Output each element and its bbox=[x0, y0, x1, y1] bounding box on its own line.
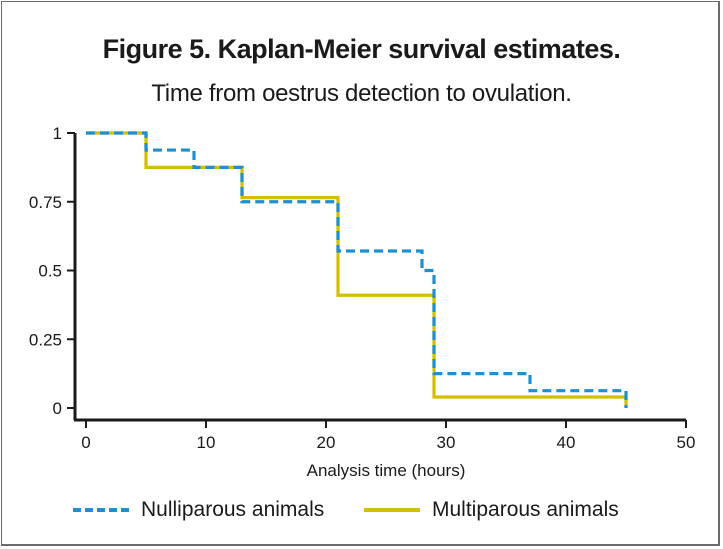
x-tick-label: 30 bbox=[437, 433, 456, 452]
y-tick-label: 0.5 bbox=[38, 262, 62, 281]
ticks-layer: 0 10 20 30 40 50 0 0.25 0.5 0.75 1 bbox=[29, 124, 696, 452]
x-tick-label: 20 bbox=[317, 433, 336, 452]
series-layer bbox=[86, 131, 628, 408]
y-tick-label: 0 bbox=[53, 399, 62, 418]
legend-label-nulliparous: Nulliparous animals bbox=[141, 498, 325, 521]
series-line-nulliparous bbox=[86, 131, 628, 408]
x-tick-label: 40 bbox=[557, 433, 576, 452]
x-axis-label: Analysis time (hours) bbox=[307, 461, 466, 480]
x-tick-label: 0 bbox=[81, 433, 90, 452]
legend-item-multiparous: Multiparous animals bbox=[364, 494, 619, 526]
series-line-multiparous bbox=[86, 131, 628, 408]
legend-label-multiparous: Multiparous animals bbox=[432, 498, 619, 521]
legend-swatch-nulliparous bbox=[73, 508, 129, 512]
y-tick-label: 0.25 bbox=[29, 330, 62, 349]
chart-title: Figure 5. Kaplan-Meier survival estimate… bbox=[102, 34, 621, 64]
legend-item-nulliparous: Nulliparous animals bbox=[73, 494, 324, 526]
legend-swatch-multiparous bbox=[364, 508, 420, 512]
chart-subtitle: Time from oestrus detection to ovulation… bbox=[151, 80, 572, 107]
legend: Nulliparous animals Multiparous animals bbox=[0, 494, 723, 526]
y-tick-label: 1 bbox=[53, 124, 62, 143]
axes-layer bbox=[73, 133, 686, 422]
x-tick-label: 50 bbox=[677, 433, 696, 452]
x-tick-label: 10 bbox=[197, 433, 216, 452]
y-tick-label: 0.75 bbox=[29, 193, 62, 212]
